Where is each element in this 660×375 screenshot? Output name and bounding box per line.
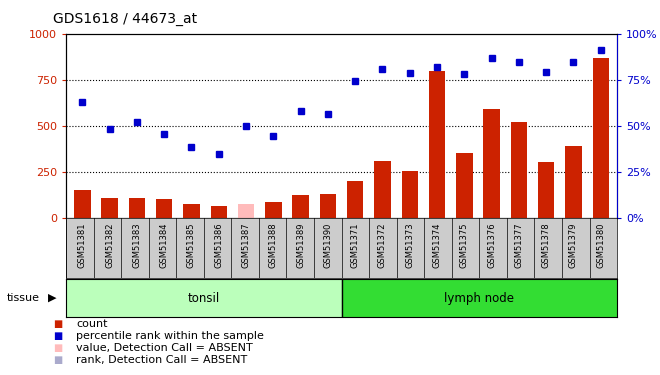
- Bar: [347, 181, 364, 218]
- Bar: [511, 122, 527, 218]
- Bar: [593, 58, 609, 217]
- Bar: [238, 204, 254, 218]
- Bar: [319, 194, 336, 217]
- Text: ▶: ▶: [48, 293, 56, 303]
- Text: GSM51373: GSM51373: [405, 222, 414, 268]
- Bar: [429, 70, 446, 217]
- Text: percentile rank within the sample: percentile rank within the sample: [76, 332, 264, 341]
- Text: GSM51378: GSM51378: [542, 222, 550, 268]
- Bar: [265, 202, 282, 217]
- Bar: [374, 160, 391, 218]
- Text: GSM51387: GSM51387: [242, 222, 251, 268]
- Bar: [74, 190, 90, 217]
- Text: GSM51374: GSM51374: [432, 222, 442, 268]
- Bar: [156, 199, 172, 217]
- Text: GSM51386: GSM51386: [214, 222, 223, 268]
- Text: GSM51379: GSM51379: [569, 222, 578, 268]
- Text: GSM51389: GSM51389: [296, 222, 305, 268]
- Text: GSM51384: GSM51384: [160, 222, 169, 268]
- Text: tonsil: tonsil: [187, 292, 220, 304]
- Bar: [211, 207, 227, 218]
- Bar: [129, 198, 145, 217]
- Text: ■: ■: [53, 332, 62, 341]
- Text: GSM51380: GSM51380: [596, 222, 605, 268]
- Text: ■: ■: [53, 320, 62, 329]
- Text: rank, Detection Call = ABSENT: rank, Detection Call = ABSENT: [76, 356, 247, 365]
- Text: GSM51375: GSM51375: [460, 222, 469, 268]
- Text: GSM51376: GSM51376: [487, 222, 496, 268]
- Bar: [483, 109, 500, 217]
- Text: ■: ■: [53, 356, 62, 365]
- Text: GSM51382: GSM51382: [105, 222, 114, 268]
- Bar: [183, 204, 200, 218]
- Text: value, Detection Call = ABSENT: value, Detection Call = ABSENT: [76, 344, 253, 353]
- Bar: [538, 162, 554, 218]
- Text: count: count: [76, 320, 108, 329]
- Bar: [292, 195, 309, 217]
- Bar: [342, 279, 617, 317]
- Text: tissue: tissue: [7, 293, 40, 303]
- Text: GDS1618 / 44673_at: GDS1618 / 44673_at: [53, 12, 197, 26]
- Bar: [66, 279, 342, 317]
- Text: GSM51385: GSM51385: [187, 222, 196, 268]
- Bar: [456, 153, 473, 218]
- Text: GSM51383: GSM51383: [133, 222, 141, 268]
- Text: GSM51377: GSM51377: [514, 222, 523, 268]
- Text: GSM51390: GSM51390: [323, 222, 333, 268]
- Text: GSM51372: GSM51372: [378, 222, 387, 268]
- Bar: [401, 171, 418, 217]
- Text: GSM51371: GSM51371: [350, 222, 360, 268]
- Text: ■: ■: [53, 344, 62, 353]
- Bar: [102, 198, 118, 217]
- Text: GSM51381: GSM51381: [78, 222, 87, 268]
- Text: lymph node: lymph node: [444, 292, 514, 304]
- Bar: [565, 146, 581, 218]
- Text: GSM51388: GSM51388: [269, 222, 278, 268]
